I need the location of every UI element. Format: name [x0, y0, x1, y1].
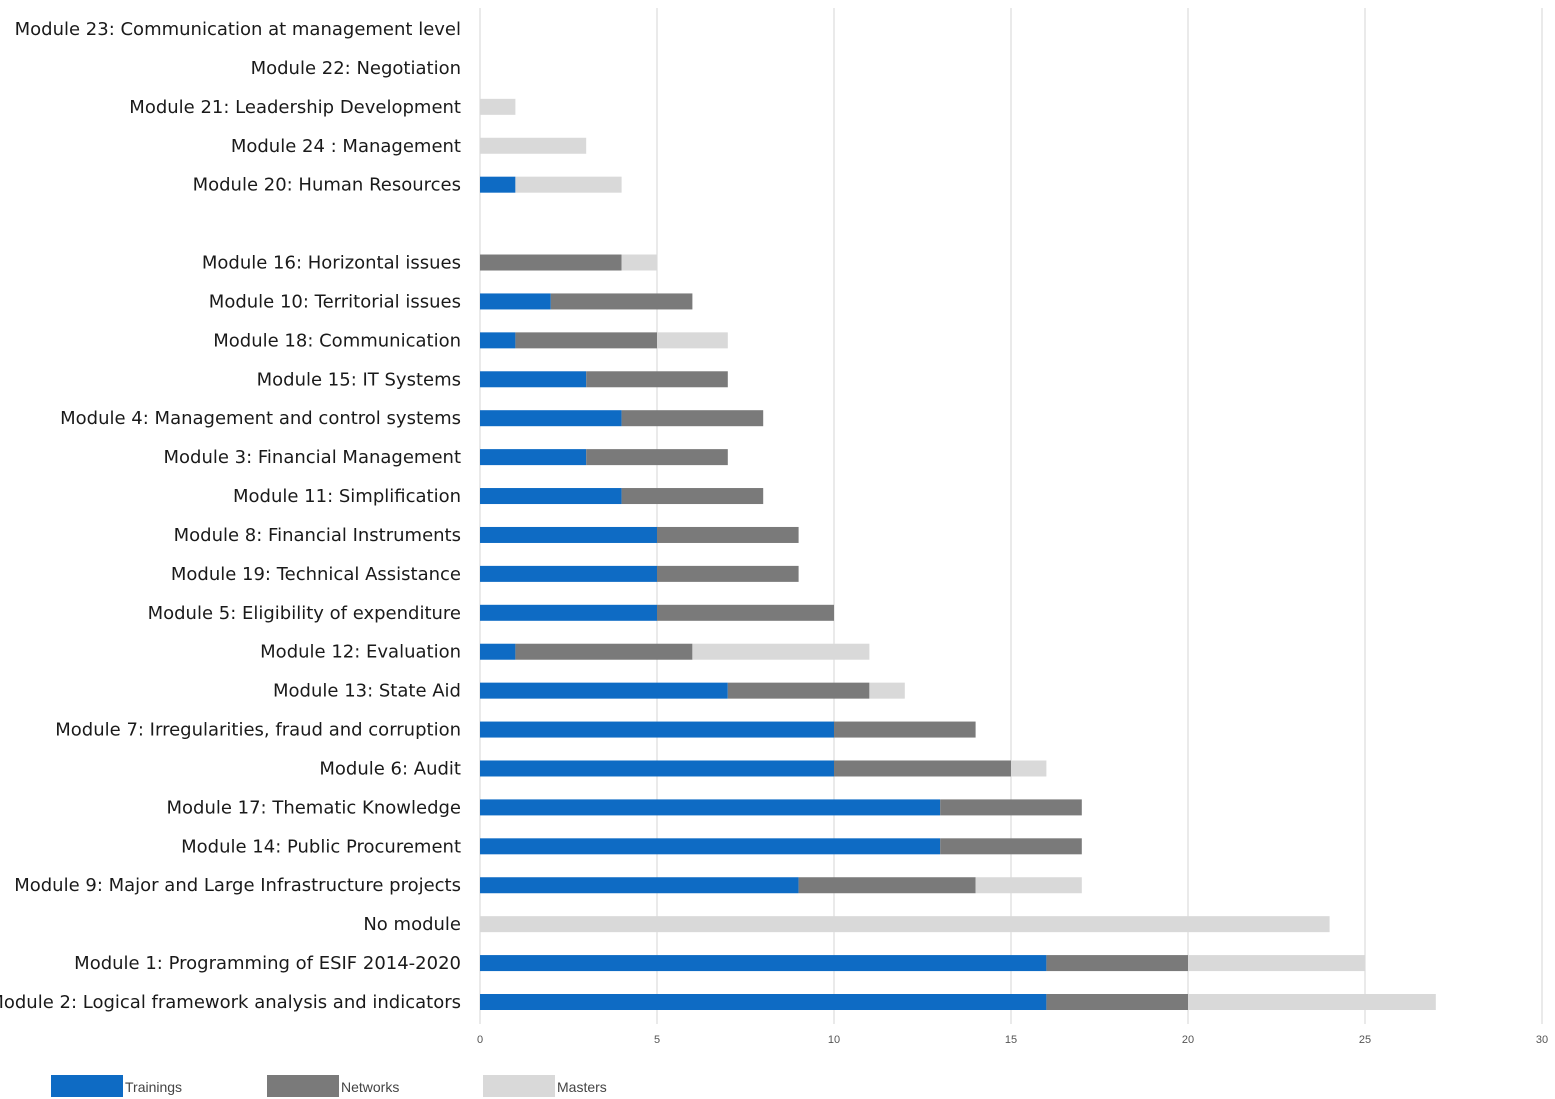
category-label-15: Module 5: Eligibility of expenditure — [148, 603, 461, 624]
bar-networks-24 — [1046, 955, 1188, 972]
bar-masters-17 — [869, 682, 905, 699]
bar-networks-15 — [657, 604, 834, 621]
category-label-18: Module 7: Irregularities, fraud and corr… — [55, 720, 461, 741]
category-label-17: Module 13: State Aid — [273, 681, 461, 702]
bar-networks-18 — [834, 721, 976, 738]
legend-swatch-trainings — [51, 1075, 123, 1097]
category-label-6: Module 16: Horizontal issues — [202, 253, 461, 274]
category-label-1: Module 22: Negotiation — [251, 58, 461, 79]
category-label-10: Module 4: Management and control systems — [60, 408, 461, 429]
category-label-21: Module 14: Public Procurement — [181, 836, 461, 857]
gridlines — [479, 8, 1543, 1024]
bar-trainings-8 — [480, 332, 516, 349]
bar-networks-16 — [515, 643, 693, 660]
bar-masters-2 — [480, 98, 516, 115]
category-label-11: Module 3: Financial Management — [163, 447, 461, 468]
bar-networks-11 — [586, 449, 728, 466]
bar-networks-13 — [657, 526, 799, 543]
category-labels: Module 23: Communication at management l… — [0, 19, 461, 1013]
x-tick-label-6: 30 — [1536, 1034, 1548, 1046]
category-label-12: Module 11: Simplification — [233, 486, 461, 507]
bar-networks-17 — [727, 682, 870, 699]
bar-trainings-4 — [480, 176, 516, 193]
bar-masters-19 — [1011, 760, 1047, 777]
x-tick-label-2: 10 — [828, 1034, 840, 1046]
category-label-25: Module 2: Logical framework analysis and… — [0, 992, 461, 1013]
x-tick-label-0: 0 — [477, 1034, 483, 1046]
bar-networks-8 — [515, 332, 657, 349]
category-label-13: Module 8: Financial Instruments — [174, 525, 461, 546]
bars — [480, 98, 1436, 1010]
bar-trainings-10 — [480, 410, 622, 427]
category-label-19: Module 6: Audit — [319, 758, 461, 779]
bar-masters-3 — [480, 137, 587, 154]
bar-networks-10 — [621, 410, 764, 427]
bar-masters-16 — [692, 643, 870, 660]
bar-trainings-18 — [480, 721, 834, 738]
x-tick-label-1: 5 — [654, 1034, 660, 1046]
bar-networks-21 — [940, 838, 1082, 855]
bar-masters-24 — [1188, 955, 1365, 972]
bar-trainings-14 — [480, 565, 657, 582]
x-axis-ticks: 0 5 10 15 20 25 30 — [477, 1034, 1548, 1046]
bar-trainings-22 — [480, 877, 799, 894]
bar-trainings-21 — [480, 838, 941, 855]
category-label-8: Module 18: Communication — [213, 330, 461, 351]
bar-masters-6 — [621, 254, 657, 271]
legend-label-trainings: Trainings — [125, 1079, 182, 1095]
legend-label-masters: Masters — [557, 1079, 607, 1095]
bar-trainings-9 — [480, 371, 587, 388]
x-tick-label-4: 20 — [1182, 1034, 1194, 1046]
category-label-14: Module 19: Technical Assistance — [171, 564, 461, 585]
category-label-2: Module 21: Leadership Development — [129, 97, 461, 118]
category-label-0: Module 23: Communication at management l… — [15, 19, 461, 40]
legend-swatch-networks — [267, 1075, 339, 1097]
bar-trainings-13 — [480, 526, 657, 543]
category-label-20: Module 17: Thematic Knowledge — [166, 797, 461, 818]
bar-networks-6 — [480, 254, 622, 271]
category-label-16: Module 12: Evaluation — [260, 642, 461, 663]
bar-networks-22 — [798, 877, 976, 894]
category-label-9: Module 15: IT Systems — [257, 369, 461, 390]
x-tick-label-3: 15 — [1005, 1034, 1017, 1046]
category-label-23: No module — [363, 914, 461, 935]
bar-masters-23 — [480, 916, 1330, 933]
x-tick-label-5: 25 — [1359, 1034, 1371, 1046]
bar-trainings-11 — [480, 449, 587, 466]
bar-networks-14 — [657, 565, 799, 582]
bar-networks-12 — [621, 488, 764, 505]
bar-networks-19 — [834, 760, 1011, 777]
category-label-22: Module 9: Major and Large Infrastructure… — [14, 875, 461, 896]
category-label-4: Module 20: Human Resources — [193, 175, 461, 196]
bar-trainings-17 — [480, 682, 728, 699]
bar-masters-8 — [657, 332, 728, 349]
bar-trainings-12 — [480, 488, 622, 505]
bar-trainings-16 — [480, 643, 516, 660]
category-label-7: Module 10: Territorial issues — [209, 291, 461, 312]
bar-masters-25 — [1188, 994, 1436, 1010]
category-label-24: Module 1: Programming of ESIF 2014-2020 — [74, 953, 461, 974]
bar-masters-4 — [515, 176, 622, 193]
bar-networks-20 — [940, 799, 1082, 816]
legend: Trainings Networks Masters — [51, 1075, 607, 1097]
bar-networks-7 — [550, 293, 693, 310]
bar-networks-25 — [1046, 994, 1188, 1010]
legend-swatch-masters — [483, 1075, 555, 1097]
bar-trainings-7 — [480, 293, 551, 310]
bar-trainings-19 — [480, 760, 834, 777]
bar-trainings-15 — [480, 604, 657, 621]
bar-trainings-20 — [480, 799, 941, 816]
bar-masters-22 — [975, 877, 1082, 894]
bar-networks-9 — [586, 371, 728, 388]
category-label-3: Module 24 : Management — [231, 136, 461, 157]
legend-label-networks: Networks — [341, 1079, 399, 1095]
bar-trainings-24 — [480, 955, 1047, 972]
bar-trainings-25 — [480, 994, 1047, 1010]
